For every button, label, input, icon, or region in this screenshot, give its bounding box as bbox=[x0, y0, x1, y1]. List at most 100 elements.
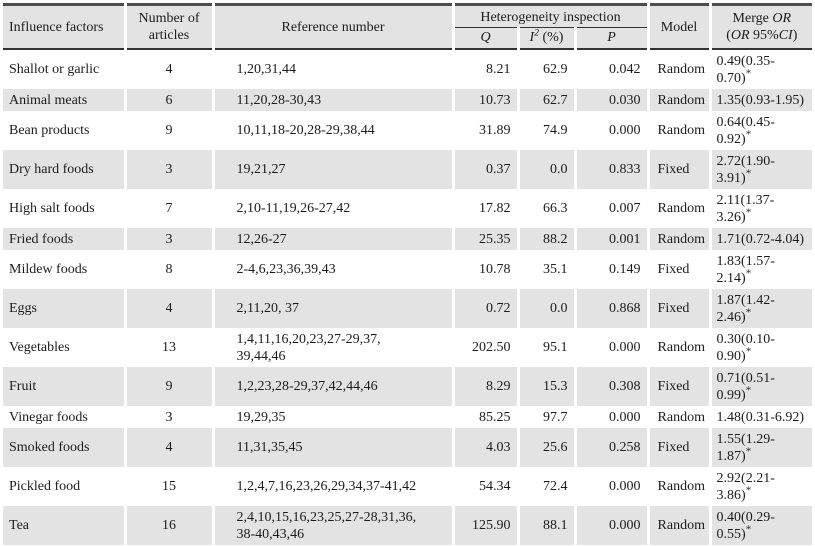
reference-numbers-cell: 19,21,27 bbox=[211, 150, 453, 189]
i-squared-value-cell: 62.9 bbox=[516, 49, 575, 89]
table-row: Mildew foods 8 2-4,6,23,36,39,43 10.78 35.1 0… bbox=[3, 250, 813, 289]
i-squared-value-cell: 72.4 bbox=[516, 467, 575, 506]
significance-asterisk: * bbox=[745, 66, 752, 79]
col-header-merge-or: Merge OR (OR 95%CI) bbox=[708, 4, 813, 50]
table-row: Fried foods 3 12,26-27 25.35 88.2 0.001 Random… bbox=[3, 228, 813, 250]
significance-asterisk: * bbox=[745, 522, 752, 535]
merge-or-cell: 0.30(0.10-0.90)* bbox=[708, 328, 813, 367]
model-cell: Random bbox=[646, 328, 711, 367]
articles-count-cell: 13 bbox=[123, 328, 213, 367]
reference-numbers-cell: 2,10-11,19,26-27,42 bbox=[211, 189, 453, 228]
table-row: Bean products 9 10,11,18-20,28-29,38,44 31.… bbox=[3, 111, 813, 150]
articles-count-cell: 4 bbox=[123, 49, 213, 89]
i-squared-value-cell: 95.1 bbox=[516, 328, 575, 367]
i-squared-value-cell: 97.7 bbox=[516, 406, 575, 428]
model-cell: Random bbox=[646, 406, 711, 428]
p-value-cell: 0.258 bbox=[573, 428, 649, 467]
merge-or-cell: 1.48(0.31-6.92) bbox=[708, 406, 813, 428]
articles-count-cell: 9 bbox=[123, 367, 213, 406]
reference-numbers-cell: 11,31,35,45 bbox=[211, 428, 453, 467]
articles-count-cell: 4 bbox=[123, 428, 213, 467]
articles-count-cell: 3 bbox=[123, 406, 213, 428]
q-value-cell: 54.34 bbox=[451, 467, 518, 506]
table-row: Vegetables 13 1,4,11,16,20,23,27-29,37, 39… bbox=[3, 328, 813, 367]
header-row-main: Influence factors Number of articles Ref… bbox=[3, 4, 813, 50]
col-header-model: Model bbox=[646, 4, 711, 50]
influence-factor-cell: Smoked foods bbox=[3, 428, 125, 467]
model-cell: Fixed bbox=[646, 250, 711, 289]
q-value-cell: 8.29 bbox=[451, 367, 518, 406]
p-value-cell: 0.000 bbox=[573, 467, 649, 506]
articles-count-cell: 9 bbox=[123, 111, 213, 150]
q-value-cell: 0.72 bbox=[451, 289, 518, 328]
col-header-i-squared: I2 (%) bbox=[516, 27, 575, 50]
articles-count-cell: 4 bbox=[123, 289, 213, 328]
i-squared-value-cell: 15.3 bbox=[516, 367, 575, 406]
influence-factor-cell: Fruit bbox=[3, 367, 125, 406]
merge-or-label-line1: Merge OR bbox=[732, 11, 792, 26]
significance-asterisk: * bbox=[745, 483, 752, 496]
model-cell: Random bbox=[646, 111, 711, 150]
model-cell: Fixed bbox=[646, 150, 711, 189]
model-cell: Random bbox=[646, 49, 711, 89]
influence-factor-cell: Mildew foods bbox=[9, 262, 88, 277]
i-squared-value-cell: 0.0 bbox=[516, 150, 575, 189]
influence-factor-cell: Vegetables bbox=[9, 340, 70, 355]
p-value-cell: 0.149 bbox=[573, 250, 649, 289]
table-row: Pickled food 15 1,2,4,7,16,23,26,29,34,37-… bbox=[3, 467, 813, 506]
i-squared-value-cell: 88.1 bbox=[516, 506, 575, 545]
articles-count-cell: 3 bbox=[123, 228, 213, 250]
p-value-cell: 0.000 bbox=[573, 328, 649, 367]
table-body: Shallot or garlic 4 1,20,31,44 8.21 62.9 0.04… bbox=[3, 49, 813, 546]
table-row: Animal meats 6 11,20,28-30,43 10.73 62.7 0.03… bbox=[3, 89, 813, 111]
q-value-cell: 8.21 bbox=[451, 49, 518, 89]
q-value-cell: 85.25 bbox=[451, 406, 518, 428]
articles-count-cell: 16 bbox=[123, 506, 213, 545]
merge-or-cell: 1.83(1.57-2.14)* bbox=[708, 250, 813, 289]
p-value-cell: 0.000 bbox=[573, 406, 649, 428]
reference-numbers-cell: 2,4,10,15,16,23,25,27-28,31,36, 38-40,43… bbox=[211, 506, 453, 545]
table-row: Eggs 4 2,11,20, 37 0.72 0.0 0.868 Fixed 1.87(1.… bbox=[3, 289, 813, 328]
p-value-cell: 0.000 bbox=[573, 506, 649, 545]
i-squared-value-cell: 0.0 bbox=[516, 289, 575, 328]
reference-numbers-cell: 1,2,4,7,16,23,26,29,34,37-41,42 bbox=[211, 467, 453, 506]
influence-factor-cell: Tea bbox=[3, 506, 125, 545]
reference-numbers-cell: 19,29,35 bbox=[211, 406, 453, 428]
p-value-cell: 0.030 bbox=[573, 89, 649, 111]
col-header-p: P bbox=[573, 27, 649, 50]
table-row: Fruit 9 1,2,23,28-29,37,42,44,46 8.29 15.3 0.… bbox=[3, 367, 813, 406]
model-cell: Fixed bbox=[646, 428, 711, 467]
influence-factor-cell: Vinegar foods bbox=[9, 409, 88, 425]
model-cell: Fixed bbox=[646, 367, 711, 406]
articles-count-cell: 15 bbox=[123, 467, 213, 506]
p-value-cell: 0.308 bbox=[573, 367, 649, 406]
q-value-cell: 4.03 bbox=[451, 428, 518, 467]
col-header-number-of-articles: Number of articles bbox=[123, 4, 213, 50]
significance-asterisk: * bbox=[745, 127, 752, 140]
influence-factors-table: Influence factors Number of articles Ref… bbox=[3, 3, 813, 546]
merge-or-cell: 2.11(1.37-3.26)* bbox=[708, 189, 813, 228]
p-value-cell: 0.042 bbox=[573, 49, 649, 89]
influence-factor-cell: Eggs bbox=[3, 289, 125, 328]
significance-asterisk: * bbox=[745, 444, 752, 457]
significance-asterisk: * bbox=[745, 344, 752, 357]
influence-factor-cell: High salt foods bbox=[9, 201, 95, 216]
i-squared-value-cell: 25.6 bbox=[516, 428, 575, 467]
significance-asterisk: * bbox=[745, 166, 752, 179]
header-row-sub: Q I2 (%) P bbox=[3, 27, 812, 50]
significance-asterisk: * bbox=[745, 383, 752, 396]
p-value-cell: 0.001 bbox=[573, 228, 649, 250]
articles-count-cell: 7 bbox=[123, 189, 213, 228]
reference-numbers-cell: 10,11,18-20,28-29,38,44 bbox=[211, 111, 453, 150]
col-header-influence-factors: Influence factors bbox=[3, 4, 125, 50]
influence-factor-cell: Pickled food bbox=[9, 479, 81, 494]
q-value-cell: 25.35 bbox=[451, 228, 518, 250]
reference-numbers-cell: 1,20,31,44 bbox=[211, 49, 453, 89]
reference-numbers-cell: 1,4,11,16,20,23,27-29,37, 39,44,46 bbox=[211, 328, 453, 367]
q-value-cell: 202.50 bbox=[451, 328, 518, 367]
p-value-cell: 0.833 bbox=[573, 150, 649, 189]
influence-factor-cell: Fried foods bbox=[3, 228, 125, 250]
merge-or-cell: 1.55(1.29-1.87)* bbox=[708, 428, 813, 467]
model-cell: Random bbox=[646, 89, 711, 111]
